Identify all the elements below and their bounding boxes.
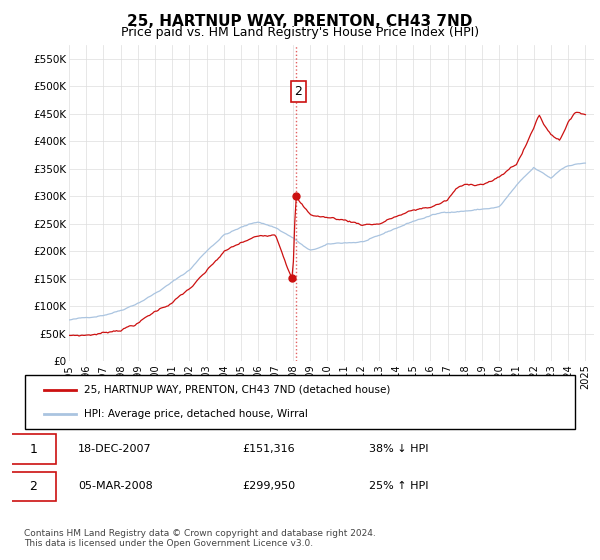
Text: Contains HM Land Registry data © Crown copyright and database right 2024.
This d: Contains HM Land Registry data © Crown c… <box>24 529 376 548</box>
FancyBboxPatch shape <box>11 435 56 464</box>
Text: Price paid vs. HM Land Registry's House Price Index (HPI): Price paid vs. HM Land Registry's House … <box>121 26 479 39</box>
FancyBboxPatch shape <box>11 472 56 501</box>
FancyBboxPatch shape <box>25 375 575 429</box>
Text: 38% ↓ HPI: 38% ↓ HPI <box>369 444 428 454</box>
Text: 2: 2 <box>29 480 37 493</box>
Text: £151,316: £151,316 <box>242 444 295 454</box>
Text: 25, HARTNUP WAY, PRENTON, CH43 7ND: 25, HARTNUP WAY, PRENTON, CH43 7ND <box>127 14 473 29</box>
Text: 18-DEC-2007: 18-DEC-2007 <box>78 444 152 454</box>
Text: 05-MAR-2008: 05-MAR-2008 <box>78 482 153 492</box>
Text: 25% ↑ HPI: 25% ↑ HPI <box>369 482 428 492</box>
Text: 2: 2 <box>295 85 302 98</box>
Text: 1: 1 <box>29 442 37 456</box>
Text: HPI: Average price, detached house, Wirral: HPI: Average price, detached house, Wirr… <box>84 409 308 419</box>
Text: £299,950: £299,950 <box>242 482 296 492</box>
Text: 25, HARTNUP WAY, PRENTON, CH43 7ND (detached house): 25, HARTNUP WAY, PRENTON, CH43 7ND (deta… <box>84 385 391 395</box>
